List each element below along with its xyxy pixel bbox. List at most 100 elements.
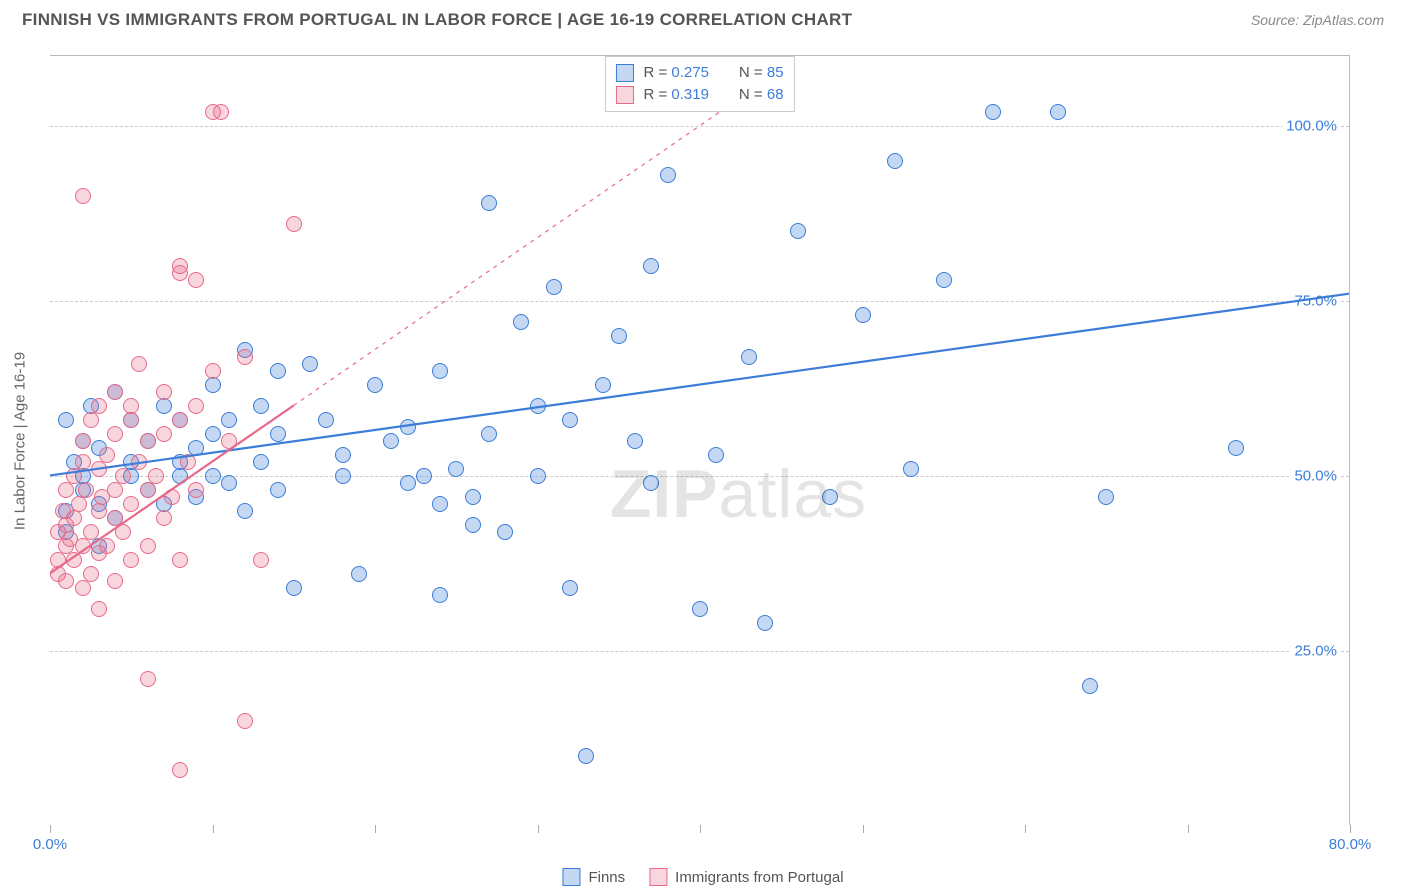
data-point <box>180 454 196 470</box>
data-point <box>221 475 237 491</box>
x-tick <box>375 825 376 833</box>
x-tick <box>50 825 51 833</box>
data-point <box>58 482 74 498</box>
data-point <box>107 482 123 498</box>
data-point <box>692 601 708 617</box>
legend-swatch <box>615 86 633 104</box>
data-point <box>351 566 367 582</box>
r-label: R = 0.319 <box>643 84 708 106</box>
data-point <box>790 223 806 239</box>
data-point <box>432 363 448 379</box>
y-tick-label: 25.0% <box>1290 643 1341 660</box>
x-tick <box>1025 825 1026 833</box>
data-point <box>936 272 952 288</box>
data-point <box>985 104 1001 120</box>
chart-plot-area: In Labor Force | Age 16-19 25.0%50.0%75.… <box>50 55 1350 825</box>
data-point <box>270 426 286 442</box>
data-point <box>448 461 464 477</box>
data-point <box>1050 104 1066 120</box>
data-point <box>205 426 221 442</box>
data-point <box>131 454 147 470</box>
gridline <box>50 301 1349 302</box>
data-point <box>66 468 82 484</box>
data-point <box>1098 489 1114 505</box>
data-point <box>205 377 221 393</box>
data-point <box>416 468 432 484</box>
data-point <box>1228 440 1244 456</box>
data-point <box>530 398 546 414</box>
x-tick <box>1188 825 1189 833</box>
data-point <box>237 713 253 729</box>
data-point <box>91 601 107 617</box>
data-point <box>887 153 903 169</box>
data-point <box>188 272 204 288</box>
data-point <box>123 412 139 428</box>
data-point <box>562 412 578 428</box>
data-point <box>107 573 123 589</box>
data-point <box>115 468 131 484</box>
data-point <box>643 258 659 274</box>
data-point <box>1082 678 1098 694</box>
data-point <box>123 398 139 414</box>
data-point <box>78 482 94 498</box>
legend-swatch <box>562 868 580 886</box>
data-point <box>123 552 139 568</box>
legend-stat-row: R = 0.319 N = 68 <box>615 84 783 106</box>
data-point <box>400 475 416 491</box>
source-label: Source: ZipAtlas.com <box>1251 12 1384 28</box>
data-point <box>75 538 91 554</box>
data-point <box>513 314 529 330</box>
data-point <box>270 482 286 498</box>
data-point <box>140 671 156 687</box>
correlation-legend: R = 0.275N = 85R = 0.319N = 68 <box>604 56 794 112</box>
data-point <box>123 496 139 512</box>
data-point <box>465 517 481 533</box>
data-point <box>253 552 269 568</box>
data-point <box>302 356 318 372</box>
n-label: N = 85 <box>739 62 784 84</box>
data-point <box>156 510 172 526</box>
data-point <box>172 762 188 778</box>
data-point <box>221 433 237 449</box>
data-point <box>148 468 164 484</box>
x-tick <box>863 825 864 833</box>
legend-swatch <box>615 64 633 82</box>
data-point <box>213 104 229 120</box>
data-point <box>131 356 147 372</box>
data-point <box>83 566 99 582</box>
data-point <box>757 615 773 631</box>
data-point <box>237 503 253 519</box>
data-point <box>432 587 448 603</box>
data-point <box>91 503 107 519</box>
y-tick-label: 50.0% <box>1290 468 1341 485</box>
n-label: N = 68 <box>739 84 784 106</box>
data-point <box>481 426 497 442</box>
data-point <box>562 580 578 596</box>
data-point <box>91 398 107 414</box>
data-point <box>530 468 546 484</box>
data-point <box>253 398 269 414</box>
data-point <box>83 412 99 428</box>
data-point <box>140 433 156 449</box>
x-tick <box>1350 825 1351 833</box>
data-point <box>335 468 351 484</box>
y-tick-label: 100.0% <box>1282 118 1341 135</box>
series-legend: FinnsImmigrants from Portugal <box>562 868 843 886</box>
data-point <box>741 349 757 365</box>
gridline <box>50 476 1349 477</box>
data-point <box>237 349 253 365</box>
gridline <box>50 651 1349 652</box>
data-point <box>497 524 513 540</box>
data-point <box>643 475 659 491</box>
data-point <box>595 377 611 393</box>
legend-item: Immigrants from Portugal <box>649 868 843 886</box>
x-tick <box>213 825 214 833</box>
data-point <box>75 454 91 470</box>
data-point <box>172 265 188 281</box>
data-point <box>383 433 399 449</box>
data-point <box>164 489 180 505</box>
legend-swatch <box>649 868 667 886</box>
data-point <box>903 461 919 477</box>
data-point <box>99 447 115 463</box>
data-point <box>465 489 481 505</box>
